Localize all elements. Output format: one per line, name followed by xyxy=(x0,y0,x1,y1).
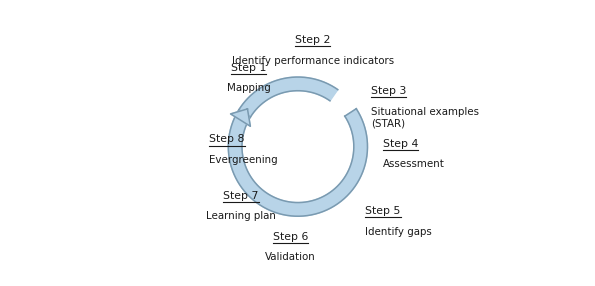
Text: Step 1: Step 1 xyxy=(231,63,267,73)
Text: Step 6: Step 6 xyxy=(273,232,308,242)
Polygon shape xyxy=(231,109,250,126)
Text: Situational examples
(STAR): Situational examples (STAR) xyxy=(371,107,479,128)
Text: Mapping: Mapping xyxy=(227,84,271,94)
Text: Evergreening: Evergreening xyxy=(209,155,278,165)
Text: Validation: Validation xyxy=(265,252,316,262)
Text: Step 3: Step 3 xyxy=(371,86,406,96)
Text: Identify gaps: Identify gaps xyxy=(365,227,432,237)
Text: Step 5: Step 5 xyxy=(365,206,401,216)
Text: Assessment: Assessment xyxy=(383,159,445,169)
Text: Identify performance indicators: Identify performance indicators xyxy=(231,56,394,66)
Text: Learning plan: Learning plan xyxy=(206,211,276,221)
Text: Step 7: Step 7 xyxy=(223,190,259,200)
Text: Step 2: Step 2 xyxy=(295,35,330,45)
Polygon shape xyxy=(228,77,368,216)
Text: Step 4: Step 4 xyxy=(383,139,418,149)
Text: Step 8: Step 8 xyxy=(209,134,245,144)
